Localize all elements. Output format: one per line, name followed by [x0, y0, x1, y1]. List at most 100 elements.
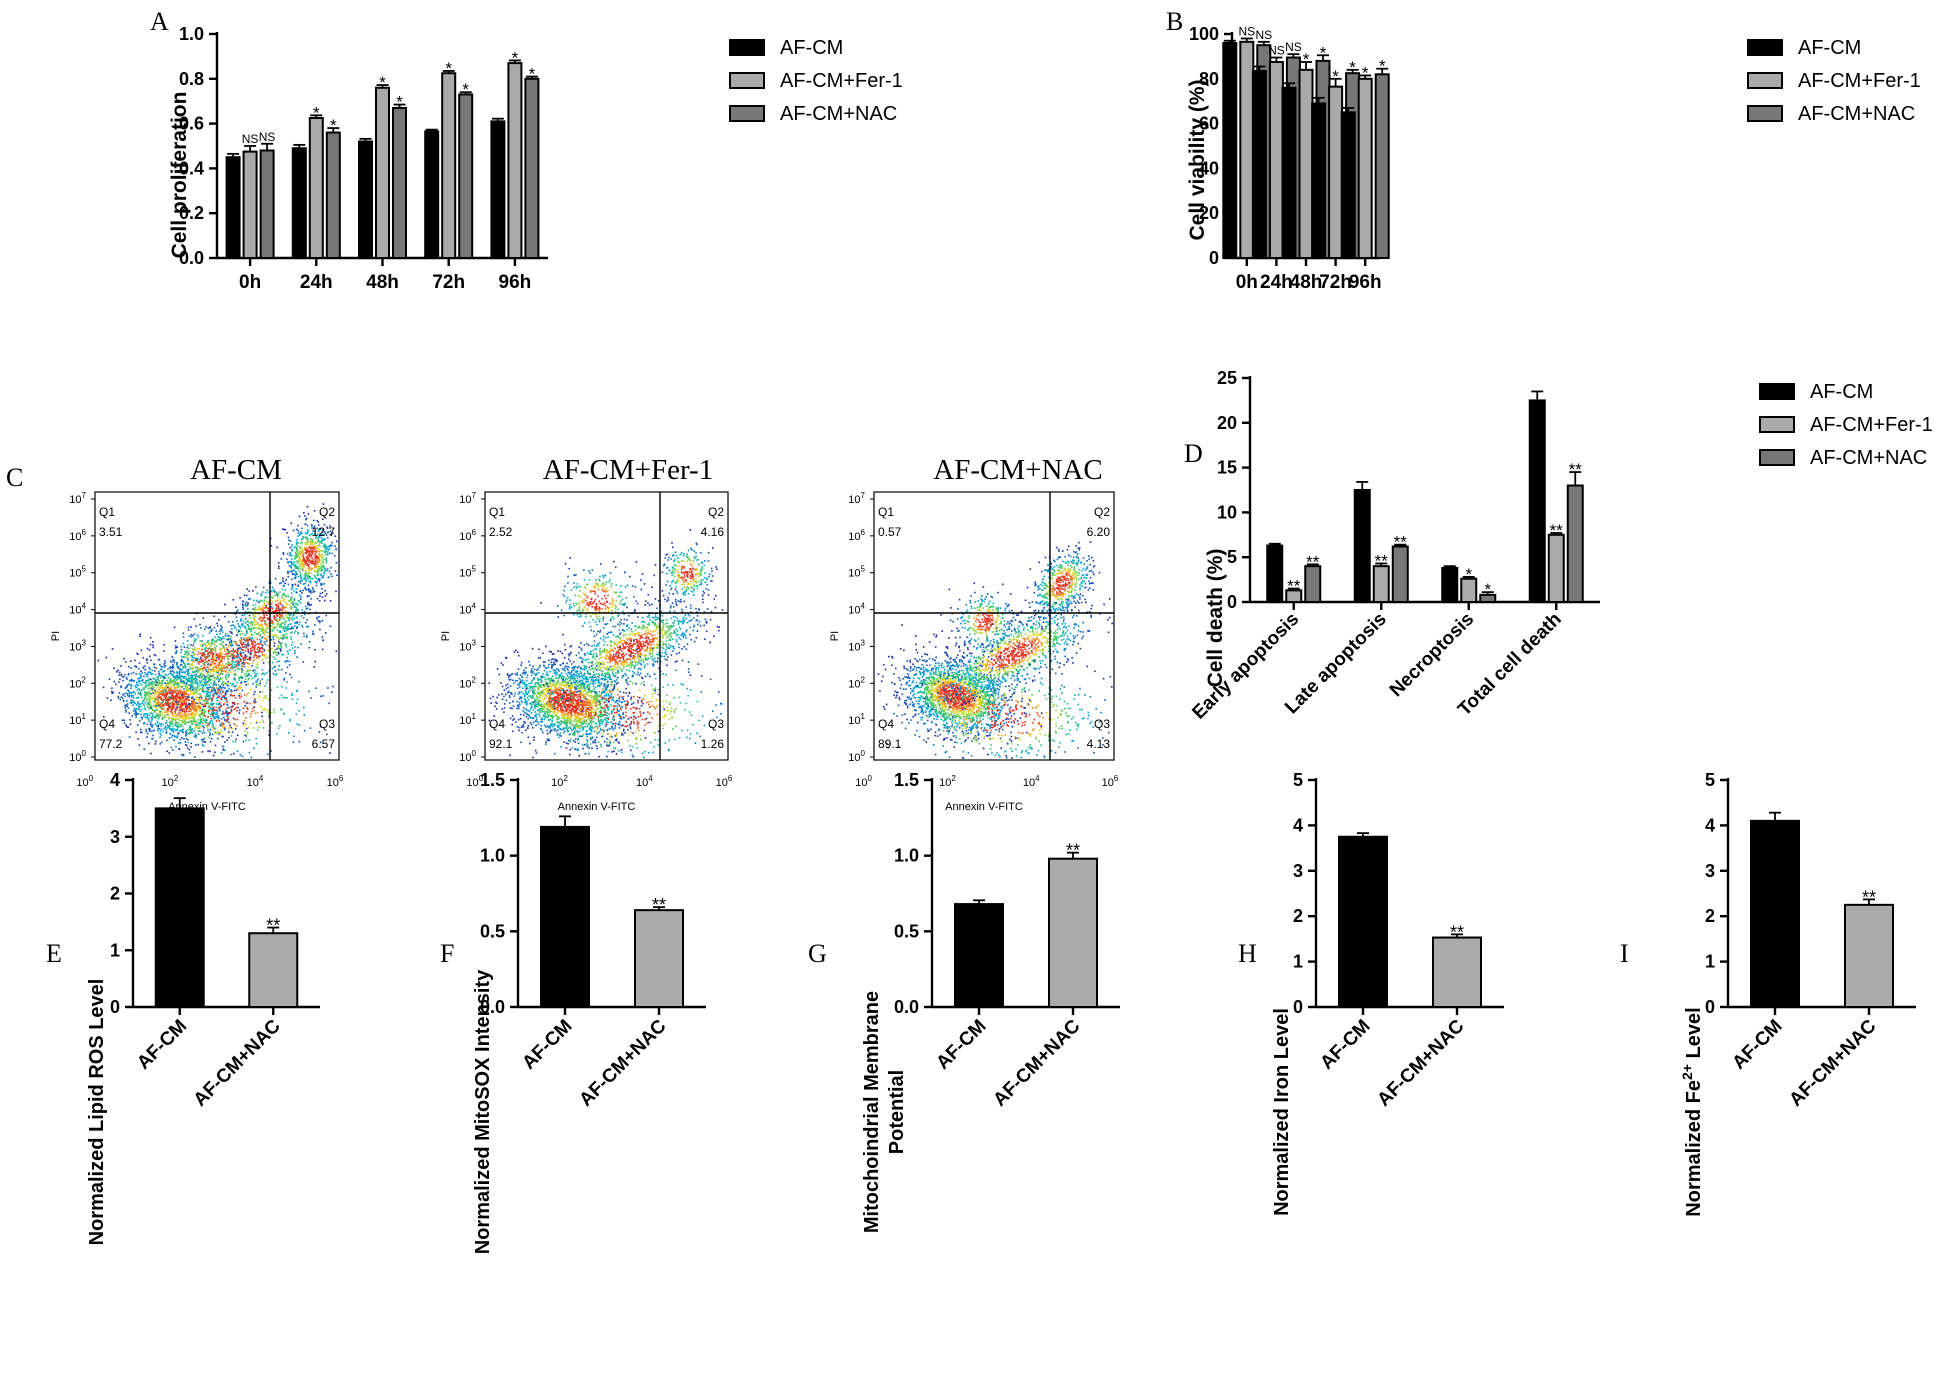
chart-c-plot-1-event-dot [320, 565, 323, 568]
chart-c-plot-1-event-dot [245, 628, 248, 631]
chart-c-plot-1-event-dot [185, 693, 188, 695]
chart-c-plot-1-event-dot [263, 632, 265, 634]
chart-c-plot-1-event-dot [289, 555, 292, 557]
chart-c-plot-1-event-dot [310, 598, 312, 600]
chart-c-plot-1-event-dot [282, 580, 285, 583]
chart-c-plot-1-event-dot [208, 698, 210, 700]
chart-c-plot-1-event-dot [127, 665, 130, 668]
chart-c-plot-1-event-dot [283, 600, 285, 603]
chart-c-plot-1-event-dot [253, 672, 256, 674]
chart-c-plot-1-event-dot [187, 706, 190, 709]
chart-c-plot-1-event-dot [259, 635, 261, 637]
chart-c-plot-1-event-dot [194, 703, 197, 705]
chart-c-plot-1-event-dot [157, 675, 160, 678]
chart-c-plot-1-event-dot [231, 682, 234, 685]
chart-c-plot-1-event-dot [172, 696, 175, 698]
chart-c-plot-1-event-dot [304, 587, 307, 590]
chart-c-plot-1-event-dot [322, 639, 324, 641]
chart-c-plot-1-event-dot [212, 661, 215, 664]
chart-c-plot-1-event-dot [291, 578, 293, 581]
chart-c-plot-1-event-dot [275, 618, 278, 620]
chart-c-plot-1-event-dot [215, 659, 217, 662]
chart-c-plot-1-event-dot [210, 650, 212, 653]
chart-c-plot-1-event-dot [161, 701, 164, 704]
chart-c-plot-1-event-dot [265, 624, 268, 626]
chart-c-plot-1-event-dot [214, 636, 216, 638]
chart-c-plot-1-event-dot [216, 688, 219, 690]
chart-c-plot-1-event-dot [148, 742, 150, 745]
chart-c-plot-1-event-dot [227, 684, 229, 686]
chart-c-plot-1-event-dot [249, 621, 251, 624]
chart-c-plot-1-event-dot [189, 693, 192, 695]
chart-c-plot-1-event-dot [281, 604, 284, 607]
chart-c-plot-1-event-dot [223, 637, 225, 640]
chart-c-plot-1-event-dot [291, 647, 294, 649]
chart-c-plot-1-event-dot [166, 674, 168, 676]
chart-c-plot-1-event-dot [235, 685, 237, 687]
chart-c-plot-1-event-dot [310, 554, 313, 556]
chart-c-plot-1-event-dot [218, 669, 220, 671]
chart-c-plot-1-event-dot [267, 714, 270, 716]
chart-c-plot-1-event-dot [284, 610, 287, 613]
chart-c-plot-1-event-dot [175, 649, 178, 652]
chart-c-plot-1-event-dot [220, 650, 222, 653]
chart-c-plot-1-event-dot [146, 716, 148, 718]
chart-c-plot-1-event-dot [202, 688, 205, 691]
chart-c-plot-1-event-dot [165, 690, 168, 693]
chart-c-plot-1-event-dot [254, 652, 257, 654]
chart-c-plot-1-event-dot [279, 630, 281, 632]
chart-c-plot-1-event-dot [182, 702, 184, 705]
chart-c-plot-1-event-dot [194, 659, 197, 662]
chart-c-plot-1-event-dot [300, 552, 303, 554]
chart-c-plot-1-event-dot [165, 722, 168, 724]
chart-c-plot-1-event-dot [207, 693, 209, 696]
chart-c-plot-1-event-dot [291, 596, 293, 598]
chart-c-plot-1-event-dot [249, 669, 252, 671]
chart-c-plot-1-event-dot [287, 572, 289, 575]
chart-c-plot-1-event-dot [173, 626, 176, 629]
chart-c-plot-1-event-dot [265, 697, 268, 699]
chart-c-plot-1-event-dot [252, 608, 254, 610]
chart-c-plot-1-event-dot [220, 672, 223, 674]
chart-c-plot-1-event-dot [281, 607, 283, 609]
chart-c-plot-1-event-dot [180, 724, 183, 727]
chart-c-plot-1-event-dot [284, 643, 287, 646]
chart-c-plot-1-event-dot [177, 681, 180, 684]
chart-c-plot-1-event-dot [171, 722, 174, 725]
chart-c-plot-1-event-dot [121, 697, 124, 699]
chart-c-plot-1-event-dot [161, 698, 163, 701]
chart-c-plot-1-event-dot [199, 693, 202, 695]
chart-c-plot-1-event-dot [318, 528, 320, 530]
chart-c-plot-1-event-dot [259, 680, 262, 682]
chart-c-plot-1-event-dot [187, 741, 190, 744]
chart-c-plot-1-event-dot [130, 685, 133, 687]
chart-c-plot-1-event-dot [220, 724, 223, 727]
chart-c-plot-1-event-dot [188, 748, 191, 751]
chart-c-plot-1-event-dot [169, 667, 172, 670]
chart-c-plot-1-event-dot [241, 632, 244, 635]
chart-c-plot-1-event-dot [179, 706, 181, 709]
chart-c-plot-1-event-dot [250, 633, 253, 635]
chart-c-plot-1-event-dot [212, 724, 214, 727]
chart-c-plot-1-event-dot [295, 528, 298, 531]
chart-c-plot-1-event-dot [227, 653, 230, 656]
chart-c-plot-1-event-dot [309, 727, 312, 729]
chart-c-plot-1-event-dot [223, 697, 226, 700]
chart-c-plot-1-event-dot [219, 691, 221, 694]
chart-c-plot-1-event-dot [201, 654, 203, 657]
chart-c-plot-1-event-dot [257, 646, 259, 649]
chart-c-plot-1-event-dot [299, 594, 301, 597]
chart-c-plot-1-event-dot [293, 613, 295, 616]
chart-c-plot-1-event-dot [148, 694, 150, 696]
chart-c-plot-1-event-dot [172, 700, 174, 703]
chart-c-plot-1-event-dot [315, 536, 317, 538]
chart-c-plot-1-event-dot [202, 690, 204, 693]
chart-c-plot-1-event-dot [187, 687, 190, 690]
chart-a-xtick-label: 48h [366, 272, 399, 293]
chart-c-plot-1-event-dot [324, 550, 327, 552]
chart-c-plot-1-event-dot [304, 542, 307, 545]
chart-c-plot-1-event-dot [253, 709, 255, 712]
chart-c-plot-1-event-dot [164, 725, 167, 728]
chart-c-plot-1-event-dot [224, 666, 227, 669]
chart-c-plot-1-event-dot [148, 714, 151, 717]
